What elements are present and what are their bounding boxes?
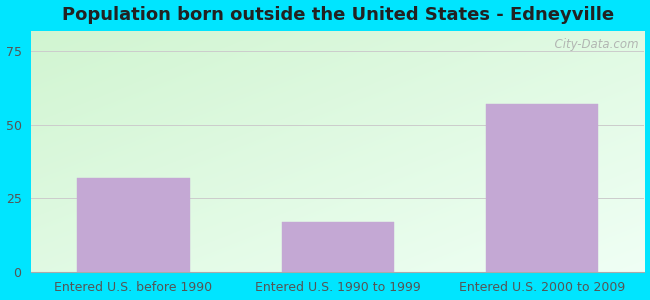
Bar xyxy=(281,222,394,272)
Bar xyxy=(77,178,190,272)
Title: Population born outside the United States - Edneyville: Population born outside the United State… xyxy=(62,6,614,24)
Bar xyxy=(486,104,599,272)
Text: City-Data.com: City-Data.com xyxy=(547,38,638,51)
